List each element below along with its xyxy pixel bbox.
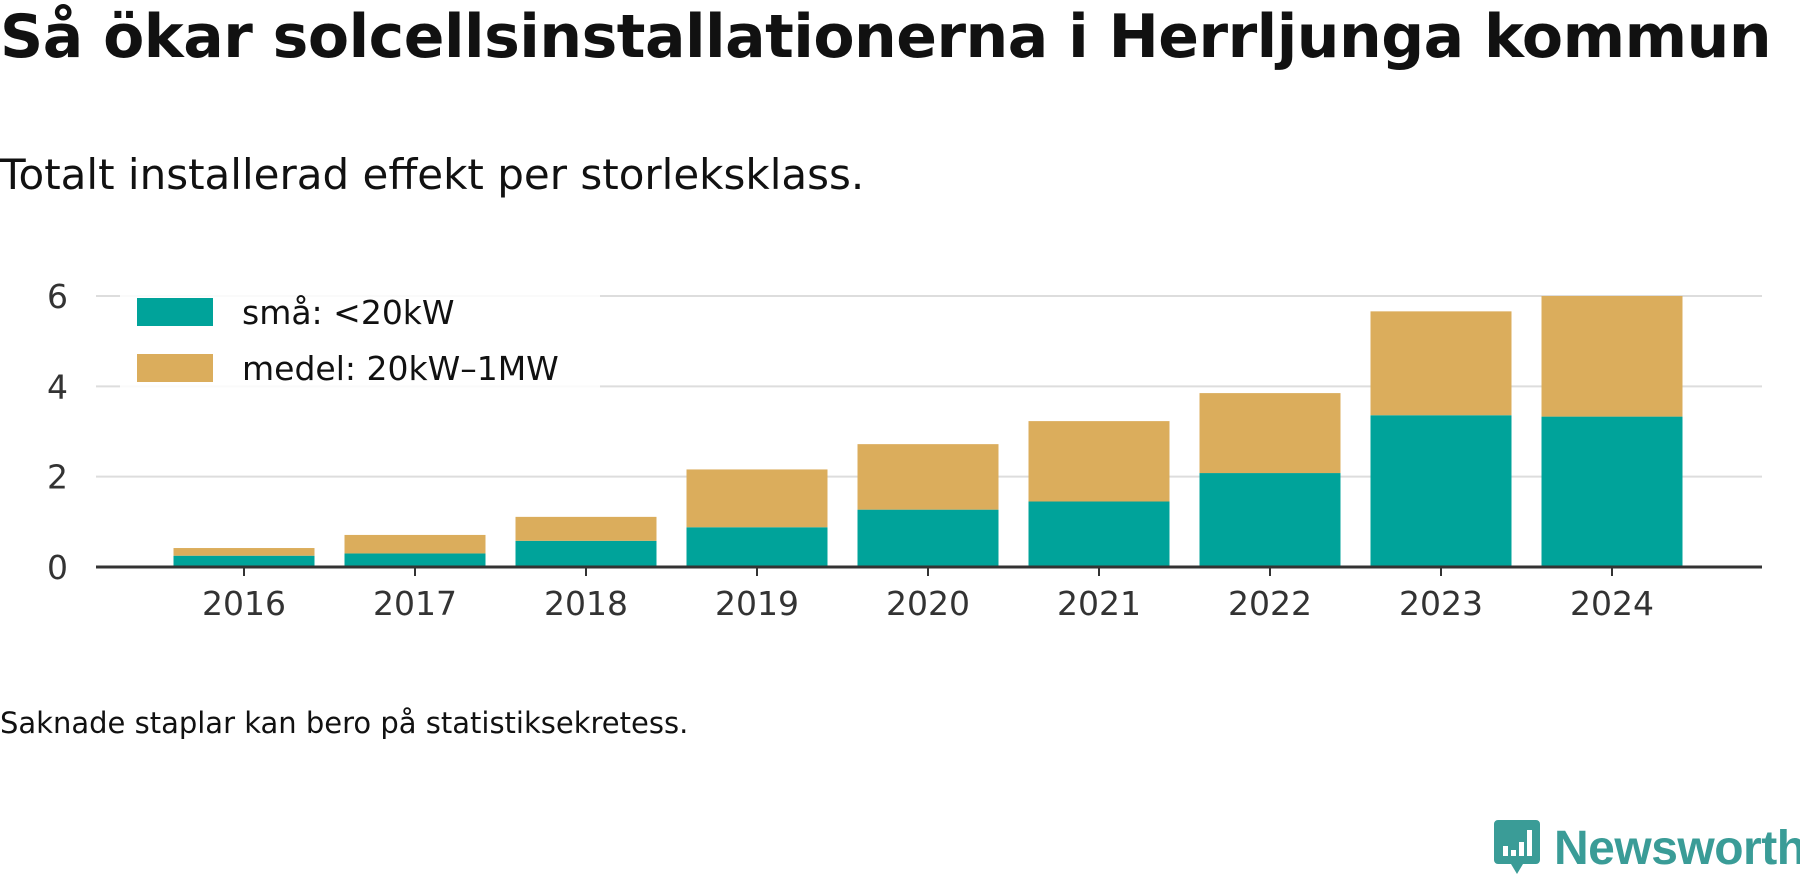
y-tick-label: 6 xyxy=(47,277,68,316)
bar-2020-series-0 xyxy=(857,509,999,567)
bar-2016-series-0 xyxy=(173,555,315,567)
x-tick-label: 2021 xyxy=(1057,584,1141,623)
y-tick-label: 2 xyxy=(47,458,68,497)
y-tick-label: 0 xyxy=(47,548,68,587)
bar-2020-series-1 xyxy=(857,444,999,510)
x-tick-label: 2016 xyxy=(202,584,286,623)
legend: små: <20kW medel: 20kW–1MW xyxy=(120,284,600,402)
newsworthy-logo-icon xyxy=(1494,820,1540,874)
x-tick-label: 2018 xyxy=(544,584,628,623)
brand-name: Newsworthy xyxy=(1554,821,1800,875)
legend-label: små: <20kW xyxy=(242,293,455,332)
bar-2024-series-1 xyxy=(1541,296,1683,417)
x-tick-label: 2020 xyxy=(886,584,970,623)
x-tick-label: 2023 xyxy=(1399,584,1483,623)
x-tick-label: 2024 xyxy=(1570,584,1654,623)
bar-2017-series-1 xyxy=(344,534,486,554)
brand-logo: Newsworthy xyxy=(1492,818,1800,878)
bar-2022-series-0 xyxy=(1199,473,1341,567)
x-axis-ticks: 2016 2017 2018 2019 2020 2021 2022 2023 2024 xyxy=(202,567,1654,623)
bar-chart: 0 2 4 6 2016 2017 2018 2019 2020 2021 2022 2023 202… xyxy=(47,277,1762,623)
bar-2016-series-1 xyxy=(173,548,315,556)
y-tick-label: 4 xyxy=(47,367,68,406)
bar-2024-series-0 xyxy=(1541,416,1683,567)
bar-2021-series-0 xyxy=(1028,501,1170,567)
bars xyxy=(173,296,1683,567)
bar-2019-series-1 xyxy=(686,469,828,528)
bar-2018-series-1 xyxy=(515,516,657,541)
bar-2023-series-1 xyxy=(1370,311,1512,416)
legend-label: medel: 20kW–1MW xyxy=(242,349,559,388)
x-tick-label: 2019 xyxy=(715,584,799,623)
chart-title: Så ökar solcellsinstallationerna i Herrl… xyxy=(0,2,1772,72)
bar-2022-series-1 xyxy=(1199,393,1341,474)
bar-2018-series-0 xyxy=(515,540,657,567)
bar-2017-series-0 xyxy=(344,553,486,567)
x-tick-label: 2022 xyxy=(1228,584,1312,623)
legend-swatch xyxy=(137,298,213,326)
bar-2021-series-1 xyxy=(1028,421,1170,502)
bar-2023-series-0 xyxy=(1370,415,1512,567)
y-axis-ticks: 0 2 4 6 xyxy=(47,277,68,587)
footnote: Saknade staplar kan bero på statistiksek… xyxy=(0,706,689,740)
bar-2019-series-0 xyxy=(686,527,828,567)
x-tick-label: 2017 xyxy=(373,584,457,623)
legend-swatch xyxy=(137,354,213,382)
chart-subtitle: Totalt installerad effekt per storlekskl… xyxy=(0,150,865,199)
